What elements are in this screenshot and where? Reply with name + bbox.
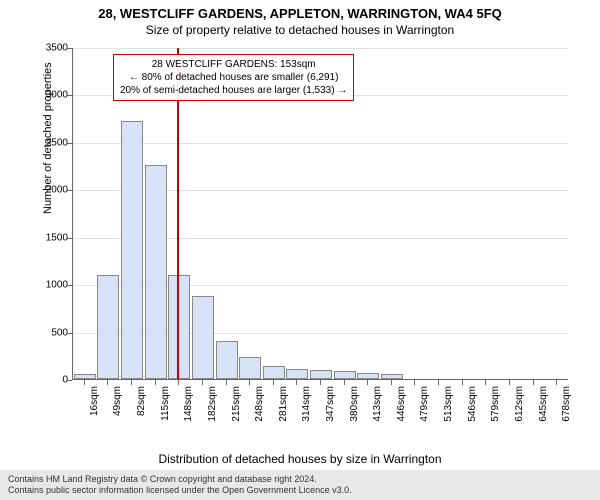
x-tick-mark	[320, 380, 321, 385]
x-tick-label: 446sqm	[396, 386, 407, 436]
x-tick-mark	[273, 380, 274, 385]
x-tick-mark	[202, 380, 203, 385]
x-tick-label: 281sqm	[278, 386, 289, 436]
x-tick-mark	[367, 380, 368, 385]
x-tick-mark	[155, 380, 156, 385]
histogram-bar	[357, 373, 379, 379]
y-tick-mark	[67, 190, 72, 191]
x-tick-label: 115sqm	[160, 386, 171, 436]
histogram-bar	[168, 275, 190, 379]
y-tick-mark	[67, 285, 72, 286]
y-tick-label: 0	[28, 375, 68, 386]
histogram-bar	[192, 296, 214, 379]
x-tick-label: 479sqm	[419, 386, 430, 436]
y-tick-label: 500	[28, 327, 68, 338]
x-tick-mark	[226, 380, 227, 385]
y-tick-label: 3500	[28, 43, 68, 54]
x-tick-label: 82sqm	[136, 386, 147, 436]
x-tick-label: 148sqm	[183, 386, 194, 436]
annotation-line-1: 28 WESTCLIFF GARDENS: 153sqm	[120, 58, 347, 71]
footer-line-2: Contains public sector information licen…	[8, 485, 592, 496]
y-tick-label: 1500	[28, 232, 68, 243]
x-tick-mark	[84, 380, 85, 385]
histogram-bar	[381, 374, 403, 379]
histogram-bar	[216, 341, 238, 379]
y-tick-mark	[67, 238, 72, 239]
histogram-bar	[334, 371, 356, 379]
y-tick-label: 2000	[28, 185, 68, 196]
annotation-box: 28 WESTCLIFF GARDENS: 153sqm ← 80% of de…	[113, 54, 354, 101]
histogram-bar	[263, 366, 285, 379]
x-tick-label: 248sqm	[254, 386, 265, 436]
y-tick-label: 3000	[28, 90, 68, 101]
x-tick-mark	[438, 380, 439, 385]
x-tick-mark	[391, 380, 392, 385]
x-tick-mark	[509, 380, 510, 385]
page-address-title: 28, WESTCLIFF GARDENS, APPLETON, WARRING…	[0, 0, 600, 21]
chart-container: Number of detached properties 28 WESTCLI…	[48, 48, 568, 408]
y-tick-label: 1000	[28, 280, 68, 291]
histogram-bar	[286, 369, 308, 379]
x-tick-mark	[296, 380, 297, 385]
x-tick-label: 314sqm	[301, 386, 312, 436]
x-tick-mark	[462, 380, 463, 385]
x-tick-mark	[556, 380, 557, 385]
x-tick-label: 513sqm	[443, 386, 454, 436]
y-tick-mark	[67, 143, 72, 144]
x-tick-label: 612sqm	[514, 386, 525, 436]
histogram-bar	[145, 165, 167, 379]
x-tick-label: 380sqm	[349, 386, 360, 436]
annotation-line-2: ← 80% of detached houses are smaller (6,…	[120, 71, 347, 84]
x-tick-label: 678sqm	[561, 386, 572, 436]
plot-area: 28 WESTCLIFF GARDENS: 153sqm ← 80% of de…	[72, 48, 568, 380]
x-tick-label: 215sqm	[231, 386, 242, 436]
x-tick-mark	[485, 380, 486, 385]
x-tick-label: 347sqm	[325, 386, 336, 436]
y-tick-mark	[67, 333, 72, 334]
y-tick-mark	[67, 380, 72, 381]
x-tick-label: 16sqm	[89, 386, 100, 436]
y-tick-label: 2500	[28, 137, 68, 148]
x-tick-mark	[178, 380, 179, 385]
gridline	[73, 143, 568, 144]
x-tick-label: 645sqm	[538, 386, 549, 436]
footer-line-1: Contains HM Land Registry data © Crown c…	[8, 474, 592, 485]
page-subtitle: Size of property relative to detached ho…	[0, 21, 600, 37]
x-tick-label: 579sqm	[490, 386, 501, 436]
x-tick-label: 182sqm	[207, 386, 218, 436]
histogram-bar	[121, 121, 143, 379]
y-tick-mark	[67, 95, 72, 96]
annotation-line-3: 20% of semi-detached houses are larger (…	[120, 84, 347, 97]
histogram-bar	[74, 374, 96, 379]
x-tick-label: 49sqm	[112, 386, 123, 436]
footer-attribution: Contains HM Land Registry data © Crown c…	[0, 470, 600, 500]
x-tick-mark	[533, 380, 534, 385]
x-tick-mark	[344, 380, 345, 385]
x-tick-mark	[249, 380, 250, 385]
gridline	[73, 48, 568, 49]
x-tick-mark	[131, 380, 132, 385]
histogram-bar	[310, 370, 332, 379]
x-tick-label: 546sqm	[467, 386, 478, 436]
histogram-bar	[239, 357, 261, 379]
x-tick-label: 413sqm	[372, 386, 383, 436]
x-tick-mark	[414, 380, 415, 385]
x-axis-label: Distribution of detached houses by size …	[0, 452, 600, 466]
x-tick-mark	[107, 380, 108, 385]
y-tick-mark	[67, 48, 72, 49]
histogram-bar	[97, 275, 119, 379]
